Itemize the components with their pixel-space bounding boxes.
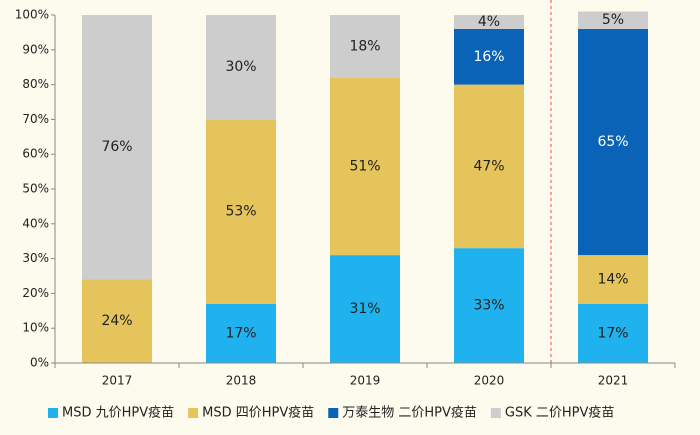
legend-label: GSK 二价HPV疫苗: [505, 405, 615, 421]
bar-segment: [578, 255, 648, 304]
x-tick-label: 2019: [350, 374, 381, 388]
bar-segment: [206, 119, 276, 304]
value-label: 31%: [349, 301, 380, 317]
bar-segment: [578, 28, 648, 256]
bar-segment: [330, 15, 400, 78]
value-label: 51%: [349, 158, 380, 174]
y-tick-label: 0%: [30, 356, 49, 370]
bar-segment: [454, 28, 524, 85]
value-label: 47%: [473, 158, 504, 174]
bar-segment: [454, 84, 524, 249]
value-label: 76%: [101, 139, 132, 155]
value-label: 24%: [101, 313, 132, 329]
value-label: 17%: [597, 325, 628, 341]
legend-label: MSD 九价HPV疫苗: [62, 405, 174, 421]
y-tick-label: 60%: [22, 147, 49, 161]
x-tick-label: 2017: [102, 374, 133, 388]
y-tick-label: 30%: [22, 251, 49, 265]
x-tick-label: 2020: [474, 374, 505, 388]
y-tick-label: 50%: [22, 182, 49, 196]
y-tick-label: 100%: [15, 8, 49, 22]
value-label: 16%: [473, 49, 504, 65]
bar-segment: [82, 15, 152, 280]
legend-swatch: [490, 408, 501, 418]
y-tick-label: 20%: [22, 286, 49, 300]
bar-segment: [82, 279, 152, 363]
y-tick-label: 10%: [22, 321, 49, 335]
y-tick-label: 90%: [22, 42, 49, 56]
bar-segment: [330, 77, 400, 256]
value-label: 53%: [225, 204, 256, 220]
legend-swatch: [188, 408, 199, 418]
legend-label: 万泰生物 二价HPV疫苗: [342, 405, 477, 421]
legend-label: MSD 四价HPV疫苗: [202, 405, 314, 421]
value-label: 14%: [597, 271, 628, 287]
value-label: 17%: [225, 325, 256, 341]
bar-segment: [454, 248, 524, 363]
legend-swatch: [328, 408, 339, 418]
value-label: 18%: [349, 38, 380, 54]
bar-segment: [206, 15, 276, 120]
y-tick-label: 80%: [22, 77, 49, 91]
bar-segment: [578, 11, 648, 29]
legend-swatch: [48, 408, 58, 418]
y-tick-label: 40%: [22, 216, 49, 230]
bar-segment: [330, 255, 400, 363]
bar-segment: [578, 303, 648, 363]
x-tick-label: 2021: [598, 374, 629, 388]
value-label: 30%: [225, 59, 256, 75]
bar-segment: [454, 15, 524, 29]
value-label: 65%: [597, 134, 628, 150]
value-label: 5%: [602, 12, 624, 28]
value-label: 33%: [473, 298, 504, 314]
y-tick-label: 70%: [22, 112, 49, 126]
value-label: 4%: [478, 14, 500, 30]
bar-segment: [206, 303, 276, 363]
x-tick-label: 2018: [226, 374, 257, 388]
